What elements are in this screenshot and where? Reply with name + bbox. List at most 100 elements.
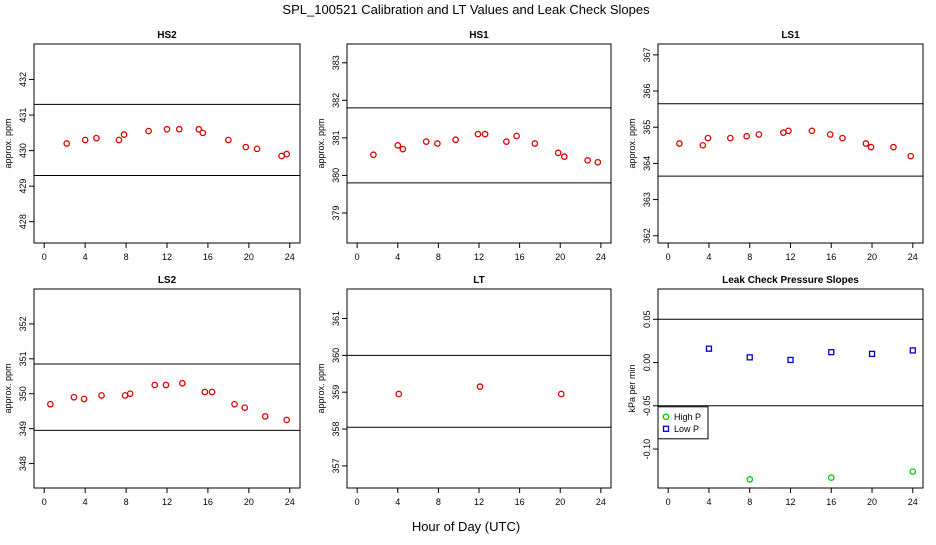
data-point [755,131,763,138]
panel-title: Leak Check Pressure Slopes [722,275,859,286]
data-point [699,141,707,149]
data-point [80,395,88,403]
y-tick-label: 348 [18,456,28,471]
y-tick-label: 379 [331,205,341,220]
data-point [476,383,484,391]
data-point [531,140,539,147]
data-point [231,400,238,408]
data-point [63,140,71,147]
data-point [481,130,489,138]
data-point [907,152,915,160]
panel-5: LT 0 4 8 12 16 20 24 357 358 359 360 361 approx. ppm [316,275,612,507]
data-point [727,134,734,142]
x-tick-label: 4 [395,252,400,262]
x-tick-label: 16 [515,497,525,507]
y-tick-label: 364 [642,156,652,171]
x-tick-label: 24 [908,497,918,507]
data-point [162,381,170,389]
data-point [554,149,562,157]
x-tick-label: 12 [474,252,484,262]
panel-1: HS2 0 4 8 12 16 20 24 428 429 430 431 432 approx. ppm [3,30,301,262]
y-axis-label: approx. ppm [316,118,326,168]
y-tick-label: 430 [18,143,28,158]
panel-3: LS1 0 4 8 12 16 20 24 362 363 364 365 366 367 approx. … [627,30,924,262]
data-point [584,157,591,164]
data-point [283,416,291,424]
data-point [808,127,816,135]
plot-frame [33,288,301,489]
data-point [242,143,250,151]
data-point [867,143,875,151]
data-point [208,388,216,396]
y-tick-label: 365 [642,120,652,135]
data-point [560,153,568,160]
plot-frame [657,43,924,244]
y-tick-label: 0.00 [642,354,652,372]
y-tick-label: 350 [18,386,28,401]
data-point [594,158,602,166]
x-tick-label: 24 [596,252,606,262]
x-tick-label: 12 [162,497,172,507]
x-tick-label: 20 [867,252,877,262]
x-tick-label: 4 [83,252,88,262]
data-point [163,125,171,133]
y-tick-label: 431 [18,108,28,123]
data-point [909,468,917,475]
data-point [120,131,128,138]
x-tick-label: 20 [867,497,877,507]
data-point [253,145,261,153]
y-tick-label: 357 [331,458,341,473]
x-tick-label: 20 [555,497,565,507]
x-tick-label: 8 [124,252,129,262]
x-tick-label: 12 [785,252,795,262]
y-tick-label: 349 [18,421,28,436]
x-tick-label: 8 [436,497,441,507]
data-point [557,390,565,398]
data-point [395,390,403,398]
x-tick-label: 16 [826,497,836,507]
panel-4: LS2 0 4 8 12 16 20 24 348 349 350 351 352 approx. ppm [3,275,301,507]
data-point [370,151,377,159]
data-point [115,136,123,144]
data-point [178,379,186,387]
x-tick-label: 20 [244,252,254,262]
data-point [839,134,846,142]
y-tick-label: 351 [18,351,28,366]
data-point [474,130,482,138]
data-point [503,138,510,145]
x-tick-label: 16 [826,252,836,262]
x-tick-label: 12 [474,497,484,507]
panel-6: Leak Check Pressure Slopes 0 4 8 12 16 20 24 -0.… [627,275,924,507]
y-tick-label: 383 [331,55,341,70]
data-point [787,356,794,364]
data-point [195,125,203,133]
panel-title: LS1 [781,30,800,41]
y-tick-label: 428 [18,214,28,229]
x-tick-label: 0 [666,497,671,507]
y-tick-label: 359 [331,385,341,400]
data-point [175,125,183,133]
x-tick-label: 0 [42,497,47,507]
x-tick-label: 8 [124,497,129,507]
legend-marker [662,425,670,432]
y-tick-label: 0.05 [642,311,652,329]
x-tick-label: 0 [355,252,360,262]
data-point [909,347,916,354]
plot-frame [346,43,612,244]
data-point [93,134,100,142]
x-tick-label: 8 [436,252,441,262]
x-tick-label: 4 [395,497,400,507]
legend-label: Low P [674,424,699,434]
y-tick-label: 432 [18,72,28,87]
data-point [241,404,249,412]
y-tick-label: 363 [642,192,652,207]
data-point [828,349,835,356]
figure-x-axis-label: Hour of Day (UTC) [412,519,520,534]
panel-title: HS2 [157,30,177,41]
data-point [452,136,459,144]
data-point [868,350,876,358]
panel-title: LS2 [158,275,177,286]
data-point [399,145,407,153]
